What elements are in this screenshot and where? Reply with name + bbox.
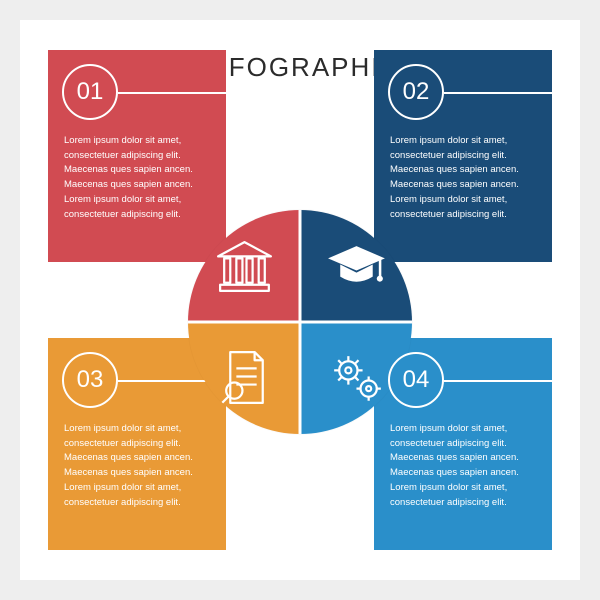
infographic-canvas: INFOGRAPHIC 01 Lorem ipsum dolor sit ame… <box>20 20 580 580</box>
document-search-icon <box>212 346 277 411</box>
quadrant-02 <box>300 210 412 322</box>
card-02-header: 02 <box>374 50 552 126</box>
page-title: INFOGRAPHIC <box>199 52 402 83</box>
central-pie <box>188 210 412 434</box>
divider-line <box>118 92 226 94</box>
card-01-number: 01 <box>62 64 118 120</box>
card-01-header: 01 <box>48 50 226 126</box>
divider-line <box>444 92 552 94</box>
circle-divider-horizontal <box>188 321 412 324</box>
gears-icon <box>324 346 389 411</box>
quadrant-01 <box>188 210 300 322</box>
quadrant-03 <box>188 322 300 434</box>
card-02-number: 02 <box>388 64 444 120</box>
grad-cap-icon <box>324 234 389 299</box>
card-03-number: 03 <box>62 352 118 408</box>
card-04-number: 04 <box>388 352 444 408</box>
bank-icon <box>212 234 277 299</box>
card-04: 04 Lorem ipsum dolor sit amet, consectet… <box>374 338 552 550</box>
divider-line <box>444 380 552 382</box>
